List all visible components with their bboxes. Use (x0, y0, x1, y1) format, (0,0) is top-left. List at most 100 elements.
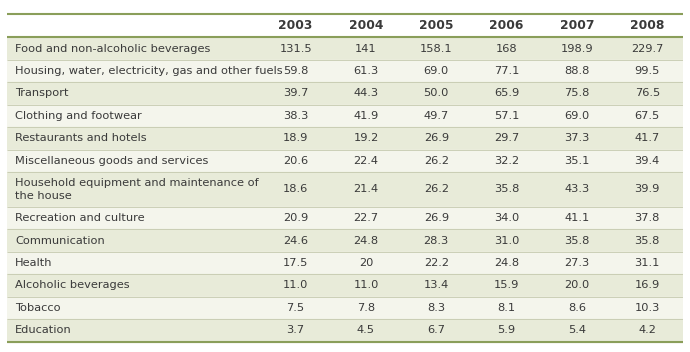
Bar (7, 252, 683, 274)
Bar (7, 82, 683, 105)
Text: 39.7: 39.7 (283, 88, 308, 99)
Text: 32.2: 32.2 (494, 156, 519, 166)
Text: 26.2: 26.2 (424, 184, 448, 194)
Text: 34.0: 34.0 (494, 213, 520, 223)
Text: 76.5: 76.5 (635, 88, 660, 99)
Text: 28.3: 28.3 (424, 235, 449, 246)
Text: 19.2: 19.2 (353, 133, 379, 143)
Text: 31.0: 31.0 (494, 235, 520, 246)
Text: 27.3: 27.3 (564, 258, 589, 268)
Text: 61.3: 61.3 (353, 66, 379, 76)
Bar (7, 105, 683, 127)
Text: 7.5: 7.5 (286, 303, 305, 313)
Text: 69.0: 69.0 (424, 66, 449, 76)
Text: 5.9: 5.9 (497, 325, 515, 335)
Text: Miscellaneous goods and services: Miscellaneous goods and services (15, 156, 208, 166)
Text: 75.8: 75.8 (564, 88, 590, 99)
Text: 26.9: 26.9 (424, 213, 449, 223)
Text: 2007: 2007 (560, 19, 594, 32)
Text: 18.6: 18.6 (283, 184, 308, 194)
Text: 41.1: 41.1 (564, 213, 589, 223)
Text: Housing, water, electricity, gas and other fuels: Housing, water, electricity, gas and oth… (15, 66, 283, 76)
Bar (7, 297, 683, 319)
Text: 35.1: 35.1 (564, 156, 590, 166)
Text: 43.3: 43.3 (564, 184, 589, 194)
Text: Clothing and footwear: Clothing and footwear (15, 111, 141, 121)
Text: 2006: 2006 (489, 19, 524, 32)
Bar (7, 150, 683, 172)
Text: 22.4: 22.4 (353, 156, 378, 166)
Text: 41.9: 41.9 (353, 111, 379, 121)
Text: 57.1: 57.1 (494, 111, 520, 121)
Text: 21.4: 21.4 (353, 184, 379, 194)
Text: 17.5: 17.5 (283, 258, 308, 268)
Text: 11.0: 11.0 (353, 281, 379, 290)
Text: 67.5: 67.5 (635, 111, 660, 121)
Bar (7, 172, 683, 207)
Bar (7, 60, 683, 82)
Text: 77.1: 77.1 (494, 66, 520, 76)
Bar (7, 229, 683, 252)
Text: Food and non-alcoholic beverages: Food and non-alcoholic beverages (15, 44, 210, 54)
Text: 229.7: 229.7 (631, 44, 664, 54)
Text: 69.0: 69.0 (564, 111, 589, 121)
Text: 29.7: 29.7 (494, 133, 520, 143)
Text: 8.6: 8.6 (568, 303, 586, 313)
Text: 37.8: 37.8 (635, 213, 660, 223)
Text: 4.2: 4.2 (638, 325, 656, 335)
Text: Alcoholic beverages: Alcoholic beverages (15, 281, 130, 290)
Text: 13.4: 13.4 (424, 281, 449, 290)
Text: 2003: 2003 (279, 19, 313, 32)
Bar (7, 127, 683, 150)
Text: 44.3: 44.3 (353, 88, 379, 99)
Text: 41.7: 41.7 (635, 133, 660, 143)
Text: 24.8: 24.8 (353, 235, 379, 246)
Text: 22.7: 22.7 (353, 213, 379, 223)
Text: 168: 168 (496, 44, 518, 54)
Text: 20.0: 20.0 (564, 281, 589, 290)
Bar (7, 319, 683, 341)
Text: 11.0: 11.0 (283, 281, 308, 290)
Text: 49.7: 49.7 (424, 111, 449, 121)
Text: 141: 141 (355, 44, 377, 54)
Text: 24.8: 24.8 (494, 258, 519, 268)
Text: 131.5: 131.5 (279, 44, 312, 54)
Text: 7.8: 7.8 (357, 303, 375, 313)
Text: Tobacco: Tobacco (15, 303, 61, 313)
Text: 35.8: 35.8 (635, 235, 660, 246)
Text: 24.6: 24.6 (283, 235, 308, 246)
Text: 22.2: 22.2 (424, 258, 448, 268)
Text: 18.9: 18.9 (283, 133, 308, 143)
Text: 2005: 2005 (419, 19, 453, 32)
Bar (7, 274, 683, 297)
Text: Restaurants and hotels: Restaurants and hotels (15, 133, 147, 143)
Text: 31.1: 31.1 (635, 258, 660, 268)
Text: Communication: Communication (15, 235, 105, 246)
Text: 4.5: 4.5 (357, 325, 375, 335)
Text: 20: 20 (359, 258, 373, 268)
Text: 10.3: 10.3 (635, 303, 660, 313)
Text: Health: Health (15, 258, 52, 268)
Text: 65.9: 65.9 (494, 88, 520, 99)
Text: 15.9: 15.9 (494, 281, 520, 290)
Text: Recreation and culture: Recreation and culture (15, 213, 145, 223)
Text: 20.6: 20.6 (283, 156, 308, 166)
Text: 2008: 2008 (630, 19, 664, 32)
Text: Household equipment and maintenance of
the house: Household equipment and maintenance of t… (15, 178, 259, 201)
Text: 26.9: 26.9 (424, 133, 449, 143)
Text: 5.4: 5.4 (568, 325, 586, 335)
Text: Transport: Transport (15, 88, 68, 99)
Text: 3.7: 3.7 (286, 325, 305, 335)
Bar (7, 37, 683, 60)
Text: 8.1: 8.1 (497, 303, 515, 313)
Text: 37.3: 37.3 (564, 133, 590, 143)
Text: 38.3: 38.3 (283, 111, 308, 121)
Text: 8.3: 8.3 (427, 303, 445, 313)
Text: 20.9: 20.9 (283, 213, 308, 223)
Text: 16.9: 16.9 (635, 281, 660, 290)
Text: 158.1: 158.1 (420, 44, 453, 54)
Text: 6.7: 6.7 (427, 325, 445, 335)
Text: 26.2: 26.2 (424, 156, 448, 166)
Text: 198.9: 198.9 (560, 44, 593, 54)
Text: 39.9: 39.9 (635, 184, 660, 194)
